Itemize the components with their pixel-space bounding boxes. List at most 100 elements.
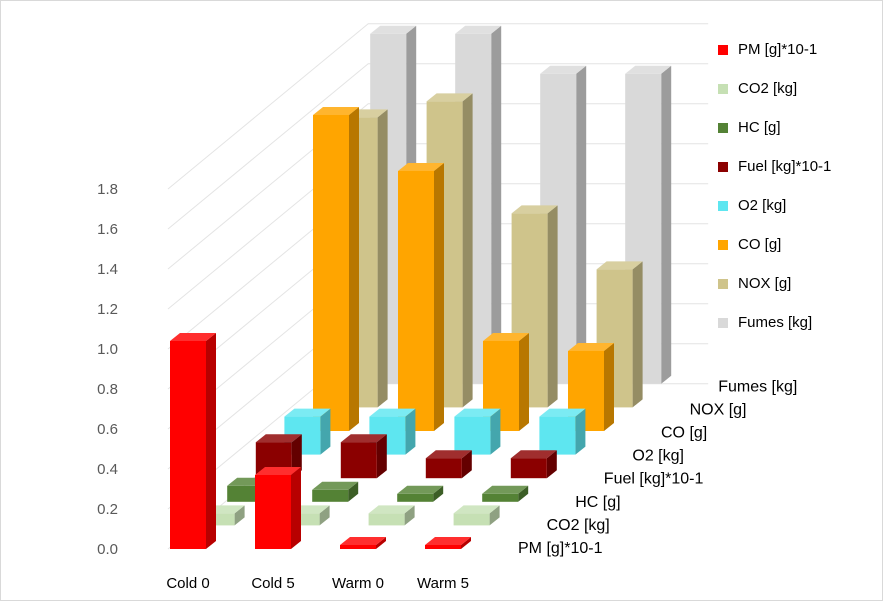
legend-item: Fumes [kg] bbox=[718, 303, 878, 342]
legend-swatch bbox=[718, 317, 728, 328]
legend-swatch bbox=[718, 239, 728, 250]
bar-top bbox=[425, 450, 472, 459]
depth-tick-label: PM [g]*10-1 bbox=[518, 540, 603, 557]
bar bbox=[312, 481, 359, 502]
bar bbox=[313, 107, 359, 431]
bar-side bbox=[434, 163, 444, 431]
bar-side bbox=[491, 25, 502, 384]
bar-front bbox=[454, 416, 491, 455]
depth-axis: PM [g]*10-1 CO2 [kg] HC [g] Fuel [kg]*10-1 O… bbox=[518, 378, 797, 557]
bar-side bbox=[661, 65, 672, 384]
legend-swatch bbox=[718, 44, 728, 55]
legend-item: CO2 [kg] bbox=[718, 69, 878, 108]
legend-item: HC [g] bbox=[718, 108, 878, 147]
bar-side bbox=[405, 408, 416, 455]
bar-side bbox=[519, 333, 529, 431]
bar-front bbox=[368, 513, 405, 526]
bar-side bbox=[320, 408, 331, 455]
bar-top bbox=[312, 481, 359, 490]
bar-side bbox=[461, 450, 472, 479]
legend-label: O2 [kg] bbox=[738, 197, 787, 214]
x-tick-label: Warm 0 bbox=[332, 575, 384, 592]
depth-tick-label: Fumes [kg] bbox=[718, 378, 797, 395]
bar-front bbox=[340, 442, 377, 479]
bar-front bbox=[312, 489, 349, 502]
bar-side bbox=[462, 93, 473, 408]
bar-top bbox=[340, 434, 387, 443]
bar bbox=[539, 408, 586, 455]
legend-label: NOX [g] bbox=[738, 275, 792, 292]
y-tick-label: 0.4 bbox=[97, 461, 118, 478]
bar-side bbox=[291, 467, 301, 549]
bar-top bbox=[511, 205, 558, 214]
bar bbox=[170, 333, 216, 549]
bar-top bbox=[170, 333, 216, 341]
y-tick-label: 1.6 bbox=[97, 221, 118, 238]
bar-top bbox=[483, 333, 529, 341]
bar-top bbox=[540, 65, 587, 74]
bar-top bbox=[425, 537, 471, 545]
legend-swatch bbox=[718, 83, 728, 94]
legend-label: PM [g]*10-1 bbox=[738, 41, 818, 58]
bar-side bbox=[490, 408, 501, 455]
bar-top bbox=[398, 163, 444, 171]
legend-label: Fumes [kg] bbox=[738, 314, 813, 331]
bar-front bbox=[539, 416, 576, 455]
bar bbox=[510, 450, 557, 479]
bar-side bbox=[348, 481, 359, 502]
bar-top bbox=[568, 343, 614, 351]
legend-item: O2 [kg] bbox=[718, 186, 878, 225]
bar-side bbox=[206, 333, 216, 549]
bar bbox=[340, 537, 386, 549]
bar-top bbox=[340, 537, 386, 545]
y-tick-label: 1.4 bbox=[97, 261, 118, 278]
legend-swatch bbox=[718, 200, 728, 211]
legend-swatch bbox=[718, 122, 728, 133]
bar bbox=[425, 537, 471, 549]
bar-front bbox=[425, 458, 462, 479]
gridline bbox=[167, 63, 709, 230]
bar-top bbox=[313, 107, 359, 115]
legend-label: HC [g] bbox=[738, 119, 781, 136]
bar-side bbox=[433, 485, 444, 502]
bar bbox=[397, 485, 444, 502]
bar-front bbox=[510, 458, 547, 479]
bar-top bbox=[596, 261, 643, 270]
legend-item: NOX [g] bbox=[718, 264, 878, 303]
depth-tick-label: CO2 [kg] bbox=[547, 517, 610, 534]
bar-side bbox=[604, 343, 614, 431]
bar-front bbox=[453, 513, 490, 526]
bar-layer bbox=[170, 25, 672, 549]
bar-top bbox=[255, 467, 301, 475]
y-tick-label: 1.8 bbox=[97, 181, 118, 198]
bar-top bbox=[625, 65, 672, 74]
bar-top bbox=[453, 505, 500, 514]
depth-tick-label: NOX [g] bbox=[690, 401, 747, 418]
bar-top bbox=[539, 408, 586, 417]
legend-swatch bbox=[718, 278, 728, 289]
bar bbox=[453, 505, 500, 526]
gridline bbox=[167, 103, 709, 270]
bar-side bbox=[461, 537, 471, 549]
y-tick-label: 0.8 bbox=[97, 381, 118, 398]
bar-top bbox=[368, 505, 415, 514]
bar-side bbox=[632, 261, 643, 408]
depth-tick-label: HC [g] bbox=[575, 494, 620, 511]
bar-front bbox=[425, 545, 461, 549]
bar bbox=[482, 485, 529, 502]
y-tick-label: 1.2 bbox=[97, 301, 118, 318]
y-tick-label: 0.2 bbox=[97, 501, 118, 518]
x-tick-label: Cold 0 bbox=[166, 575, 209, 592]
gridline bbox=[167, 23, 709, 190]
bar bbox=[368, 505, 415, 526]
depth-tick-label: O2 [kg] bbox=[632, 448, 684, 465]
bar-top bbox=[284, 408, 331, 417]
bar-side bbox=[576, 65, 587, 384]
bar bbox=[398, 163, 444, 431]
bar-front bbox=[340, 545, 376, 549]
x-tick-label: Cold 5 bbox=[251, 575, 294, 592]
bar-front bbox=[313, 115, 349, 431]
bar-side bbox=[234, 505, 245, 526]
bar-side bbox=[376, 537, 386, 549]
